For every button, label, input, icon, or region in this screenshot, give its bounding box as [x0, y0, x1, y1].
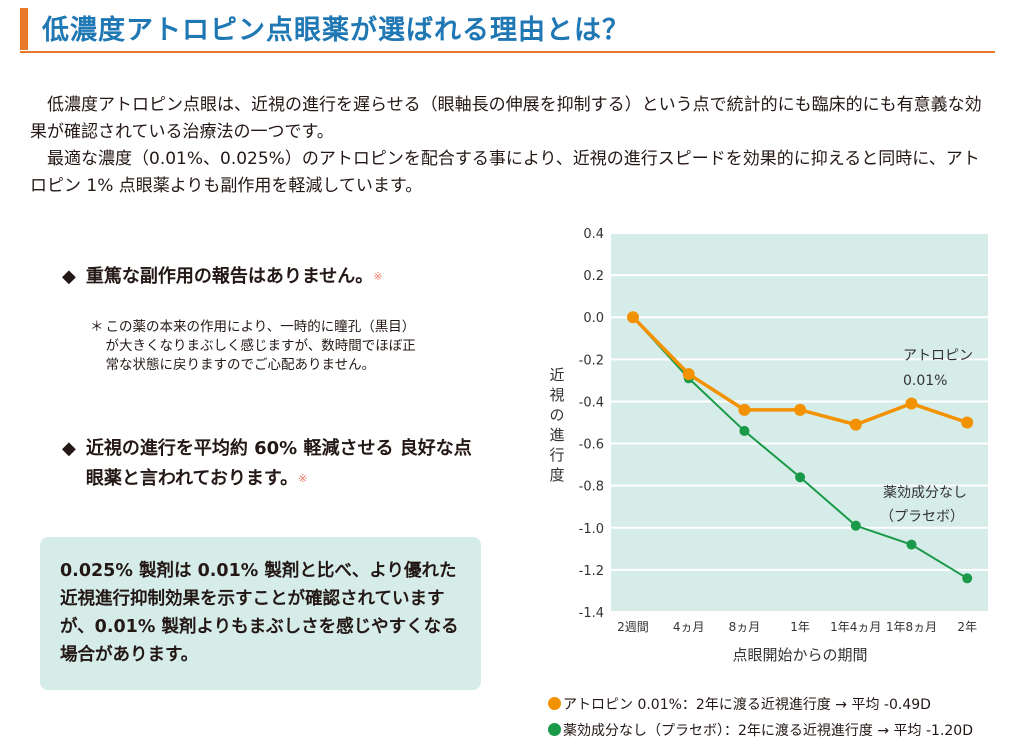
series-label: 0.01%	[903, 373, 947, 389]
reference-mark: ※	[298, 472, 308, 485]
x-tick-label: 8ヵ月	[729, 620, 761, 634]
box-text: 0.025% 製剤は 0.01% 製剤と比べ、より優れた近視進行抑制効果を示すこ…	[60, 561, 459, 665]
data-point	[962, 573, 973, 584]
data-point	[738, 403, 751, 416]
y-tick-label: 0.0	[583, 311, 604, 326]
x-tick-label: 1年4ヵ月	[830, 620, 881, 634]
series-label: アトロピン	[903, 348, 973, 364]
legend-placebo: 薬効成分なし（プラセボ）：2年に渡る近視進行度 → 平均 -1.20D	[548, 720, 973, 740]
x-tick-label: 1年8ヵ月	[886, 620, 937, 634]
intro-paragraph: 最適な濃度（0.01%、0.025%）のアトロピンを配合する事により、近視の進行…	[30, 149, 980, 196]
y-tick-label: -1.0	[579, 522, 604, 537]
x-tick-label: 1年	[790, 620, 810, 634]
data-point	[961, 416, 974, 429]
y-tick-label: -0.6	[579, 438, 604, 453]
diamond-icon: ◆	[62, 266, 76, 287]
orange-dot-icon	[548, 697, 561, 710]
point-reduce-progression: ◆ 近視の進行を平均約 60% 軽減させる 良好な点眼薬と言われております。※	[62, 434, 472, 494]
intro-paragraph: 低濃度アトロピン点眼は、近視の進行を遅らせる（眼軸長の伸展を抑制する）という点で…	[30, 95, 982, 142]
y-tick-label: -1.4	[579, 606, 604, 621]
green-dot-icon	[548, 723, 561, 736]
legend-text: 薬効成分なし（プラセボ）：2年に渡る近視進行度 → 平均 -1.20D	[563, 723, 973, 739]
concentration-info-box: 0.025% 製剤は 0.01% 製剤と比べ、より優れた近視進行抑制効果を示すこ…	[40, 537, 481, 690]
data-point	[739, 425, 750, 436]
x-tick-label: 2週間	[617, 620, 649, 634]
plot-area	[611, 233, 988, 612]
side-effect-note: ＊この薬の本来の作用により、一時的に瞳孔（黒目）が大きくなりまぶしく感じますが、…	[90, 318, 420, 375]
data-point	[682, 368, 695, 381]
y-tick-label: -1.2	[579, 564, 604, 579]
point-text: 近視の進行を平均約 60% 軽減させる 良好な点眼薬と言われております。	[85, 438, 472, 489]
legend-text: アトロピン 0.01%：2年に渡る近視進行度 → 平均 -0.49D	[563, 697, 931, 713]
page-title: 低濃度アトロピン点眼薬が選ばれる理由とは？	[42, 15, 630, 46]
note-mark: ＊	[90, 319, 104, 335]
y-tick-label: -0.4	[579, 395, 604, 410]
y-tick-label: 0.4	[583, 227, 604, 242]
point-no-side-effects: ◆ 重篤な副作用の報告はありません。※	[62, 262, 462, 292]
data-point	[794, 403, 807, 416]
y-tick-label: -0.2	[579, 353, 604, 368]
y-axis-label: 近視の進行度	[549, 366, 564, 484]
series-label: （プラセボ）	[880, 509, 964, 525]
y-tick-label: -0.8	[579, 480, 604, 495]
legend-atropine: アトロピン 0.01%：2年に渡る近視進行度 → 平均 -0.49D	[548, 694, 931, 714]
y-tick-label: 0.2	[583, 269, 604, 284]
data-point	[850, 520, 861, 531]
title-underline	[20, 51, 995, 53]
x-tick-label: 2年	[957, 620, 977, 634]
reference-mark: ※	[373, 270, 383, 283]
note-text: この薬の本来の作用により、一時的に瞳孔（黒目）が大きくなりまぶしく感じますが、数…	[105, 319, 416, 373]
data-point	[627, 311, 639, 324]
data-point	[795, 472, 806, 483]
intro-text: 低濃度アトロピン点眼は、近視の進行を遅らせる（眼軸長の伸展を抑制する）という点で…	[30, 92, 990, 200]
series-label: 薬効成分なし	[883, 485, 967, 501]
myopia-progression-chart: 0.4 0.2 0.0 -0.2 -0.4 -0.6 -0.8 -1.0 -1.2 -1.4 2週間…	[549, 227, 988, 664]
data-point	[905, 397, 918, 410]
point-text: 重篤な副作用の報告はありません。	[85, 266, 374, 287]
data-point	[849, 418, 862, 431]
data-point	[906, 539, 917, 550]
diamond-icon: ◆	[62, 438, 76, 459]
title-accent-bar	[20, 8, 28, 50]
x-axis-label: 点眼開始からの期間	[732, 646, 867, 664]
x-tick-label: 4ヵ月	[673, 620, 705, 634]
